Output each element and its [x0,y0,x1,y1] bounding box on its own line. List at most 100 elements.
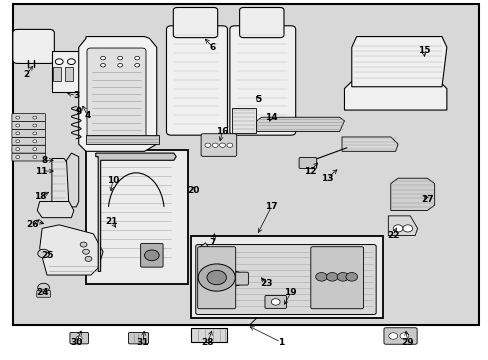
Text: 3: 3 [73,91,79,100]
Circle shape [33,140,37,143]
FancyBboxPatch shape [166,26,227,135]
FancyBboxPatch shape [12,130,45,137]
Circle shape [33,132,37,135]
Circle shape [76,336,82,340]
Bar [190,328,227,342]
FancyBboxPatch shape [299,157,316,168]
Text: 26: 26 [26,220,39,229]
Polygon shape [40,225,103,275]
Bar [232,108,255,134]
Circle shape [326,273,337,281]
Circle shape [224,271,244,286]
FancyBboxPatch shape [201,134,236,156]
Text: 1: 1 [277,338,284,347]
Circle shape [80,242,87,247]
Circle shape [345,273,357,281]
Text: 16: 16 [216,127,228,136]
Circle shape [118,63,122,67]
Circle shape [144,250,159,261]
FancyBboxPatch shape [141,243,163,267]
Circle shape [219,143,225,147]
Circle shape [226,143,232,147]
Text: 20: 20 [187,186,199,195]
Bar [53,67,61,81]
Circle shape [85,256,92,261]
Circle shape [16,116,20,119]
Circle shape [135,63,140,67]
FancyBboxPatch shape [12,153,45,161]
Polygon shape [66,153,79,207]
Polygon shape [52,158,69,216]
FancyBboxPatch shape [37,291,50,297]
Polygon shape [198,243,210,255]
Text: 23: 23 [260,279,272,288]
Circle shape [399,333,408,339]
FancyBboxPatch shape [195,244,375,315]
FancyBboxPatch shape [12,114,45,122]
Text: 8: 8 [41,156,48,165]
FancyBboxPatch shape [229,26,295,135]
FancyBboxPatch shape [13,30,54,63]
Circle shape [388,333,397,339]
FancyBboxPatch shape [173,8,217,38]
Circle shape [135,56,140,60]
Text: 9: 9 [75,107,81,116]
Text: 30: 30 [70,338,82,347]
Circle shape [198,264,235,291]
Text: 15: 15 [417,46,429,55]
Circle shape [82,249,89,254]
FancyBboxPatch shape [12,122,45,130]
Bar [86,135,159,144]
Circle shape [16,132,20,135]
Text: 18: 18 [34,192,47,201]
FancyBboxPatch shape [12,137,45,145]
FancyBboxPatch shape [70,332,88,344]
Polygon shape [387,216,417,235]
Text: 14: 14 [264,113,277,122]
Circle shape [392,225,402,232]
Polygon shape [390,178,434,211]
Text: 10: 10 [106,176,119,185]
Circle shape [33,116,37,119]
Circle shape [67,59,75,64]
Circle shape [101,63,105,67]
FancyBboxPatch shape [128,332,148,344]
Circle shape [101,56,105,60]
Text: 24: 24 [36,288,48,297]
Text: 29: 29 [401,338,413,347]
FancyBboxPatch shape [87,48,146,140]
Text: 7: 7 [209,238,216,247]
Circle shape [16,156,20,158]
Text: 2: 2 [23,70,30,79]
Circle shape [33,148,37,150]
FancyBboxPatch shape [239,8,284,38]
Text: 13: 13 [321,174,333,183]
Text: 6: 6 [209,43,216,52]
Polygon shape [351,37,446,87]
Polygon shape [96,153,176,271]
Circle shape [118,56,122,60]
Polygon shape [344,81,446,110]
Circle shape [16,140,20,143]
FancyBboxPatch shape [310,247,363,309]
Circle shape [16,124,20,127]
FancyBboxPatch shape [221,272,248,285]
Polygon shape [341,137,397,151]
Text: 17: 17 [264,202,277,211]
Circle shape [16,148,20,150]
FancyBboxPatch shape [383,328,416,344]
Text: 27: 27 [420,195,433,204]
Text: 22: 22 [386,231,399,240]
Circle shape [33,124,37,127]
Text: 4: 4 [84,111,90,120]
Text: 21: 21 [105,217,118,226]
Circle shape [33,156,37,158]
Polygon shape [79,37,157,151]
Text: 12: 12 [304,167,316,176]
Text: 25: 25 [41,251,53,260]
Bar [13,4,478,325]
Polygon shape [256,117,344,132]
FancyBboxPatch shape [197,247,235,309]
Text: 31: 31 [137,338,149,347]
Circle shape [206,270,226,285]
